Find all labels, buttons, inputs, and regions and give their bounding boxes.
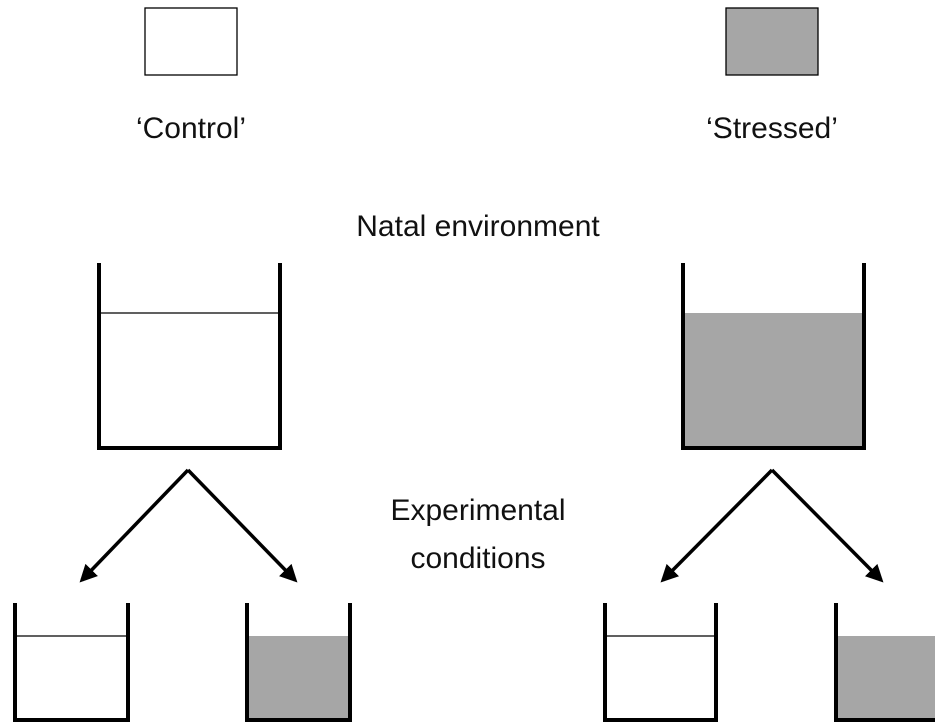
small-control-beaker: [603, 603, 718, 722]
arrows: [79, 468, 884, 583]
small-stressed-beaker: [834, 603, 935, 722]
control-label: ‘Control’: [136, 112, 246, 145]
small-stressed-beaker: [245, 603, 352, 722]
experimental-label: conditions: [410, 542, 545, 575]
stressed-beaker: [681, 263, 866, 450]
control-swatch: [144, 7, 238, 76]
experimental-label: Experimental: [390, 494, 565, 527]
stressed-label: ‘Stressed’: [706, 112, 838, 145]
control-beaker: [97, 263, 282, 450]
small-control-beaker: [13, 603, 130, 722]
natal-label: Natal environment: [356, 210, 600, 243]
stressed-swatch: [725, 7, 819, 76]
